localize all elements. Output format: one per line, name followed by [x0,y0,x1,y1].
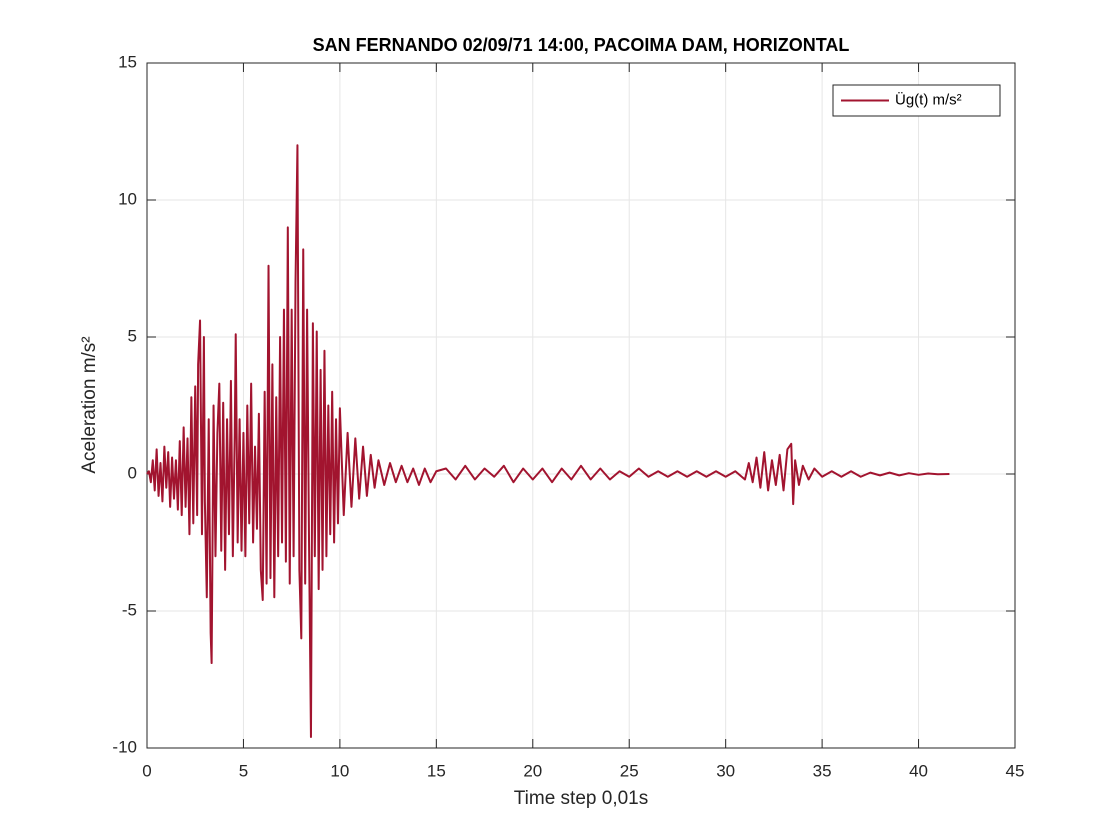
x-tick-label: 45 [1006,761,1025,780]
chart-title: SAN FERNANDO 02/09/71 14:00, PACOIMA DAM… [313,35,850,55]
y-tick-label: -10 [112,737,137,756]
legend-label: Üg(t) m/s² [895,90,962,108]
x-tick-label: 15 [427,761,446,780]
x-tick-label: 30 [716,761,735,780]
data-line [146,144,950,739]
y-tick-label: 15 [118,52,137,71]
x-tick-label: 20 [523,761,542,780]
y-axis-label: Aceleration m/s² [79,336,100,473]
y-tick-label: 10 [118,189,137,208]
x-axis-label: Time step 0,01s [514,788,648,809]
y-tick-label: 5 [128,326,137,345]
x-tick-label: 5 [239,761,248,780]
x-tick-label: 35 [813,761,832,780]
x-tick-label: 25 [620,761,639,780]
plot-frame [146,62,1016,749]
x-tick-label: 40 [909,761,928,780]
y-tick-label: -5 [122,600,137,619]
x-tick-label: 10 [330,761,349,780]
x-tick-label: 0 [142,761,151,780]
y-tick-label: 0 [128,463,137,482]
